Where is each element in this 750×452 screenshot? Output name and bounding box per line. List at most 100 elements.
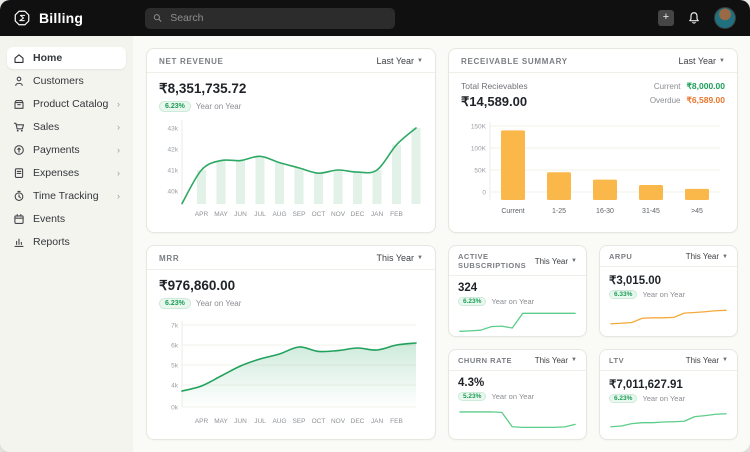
churn-rate-sparkline	[458, 403, 577, 433]
svg-text:NOV: NOV	[331, 418, 346, 425]
chevron-right-icon: ›	[117, 168, 120, 178]
sidebar-item-expenses[interactable]: Expenses ›	[7, 162, 126, 184]
sidebar-item-reports[interactable]: Reports	[7, 231, 126, 253]
change-badge: 5.23%	[458, 392, 486, 401]
search-icon	[153, 13, 162, 23]
notifications-bell-icon[interactable]	[687, 11, 701, 25]
app-logo[interactable]: Billing	[0, 9, 133, 27]
receivable-summary-card: RECEIVABLE SUMMARY Last Year ▼ Total Rec…	[448, 48, 738, 233]
chevron-right-icon: ›	[117, 99, 120, 109]
sidebar-item-events[interactable]: Events	[7, 208, 126, 230]
period-value: Last Year	[679, 56, 717, 66]
sidebar-item-label: Expenses	[33, 167, 79, 179]
svg-text:AUG: AUG	[272, 211, 286, 218]
svg-text:>45: >45	[691, 208, 703, 215]
svg-text:APR: APR	[195, 418, 209, 425]
change-label: Year on Year	[642, 394, 685, 403]
sidebar-item-label: Sales	[33, 121, 59, 133]
sidebar-item-customers[interactable]: Customers	[7, 70, 126, 92]
active-subscriptions-period-dropdown[interactable]: This Year ▼	[535, 257, 577, 266]
svg-text:43k: 43k	[168, 126, 179, 133]
card-title: NET REVENUE	[159, 57, 224, 66]
change-label: Year on Year	[491, 297, 534, 306]
svg-text:DEC: DEC	[351, 211, 365, 218]
arpu-period-dropdown[interactable]: This Year ▼	[686, 252, 728, 261]
svg-text:APR: APR	[195, 211, 209, 218]
card-title: ACTIVE SUBSCRIPTIONS	[458, 252, 535, 270]
payments-icon	[13, 144, 25, 156]
search-input[interactable]	[168, 11, 387, 25]
svg-text:31-45: 31-45	[642, 208, 660, 215]
svg-text:42k: 42k	[168, 147, 179, 154]
svg-text:MAY: MAY	[214, 211, 228, 218]
sidebar-nav: Home Customers Product Catalog › Sales ›…	[0, 36, 133, 452]
sidebar-item-home[interactable]: Home	[7, 47, 126, 69]
arpu-card: ARPU This Year ▼ ₹3,015.00 6.33% Year on…	[599, 245, 738, 337]
reports-icon	[13, 236, 25, 248]
svg-text:4k: 4k	[171, 383, 179, 390]
svg-text:JUN: JUN	[234, 418, 247, 425]
mrr-period-dropdown[interactable]: This Year ▼	[377, 253, 423, 263]
mrr-card: MRR This Year ▼ ₹976,860.00 6.23% Year o…	[146, 245, 436, 440]
receivable-period-dropdown[interactable]: Last Year ▼	[679, 56, 726, 66]
chevron-down-icon: ▼	[417, 58, 423, 64]
change-badge: 6.33%	[609, 290, 637, 299]
svg-text:JUN: JUN	[234, 211, 247, 218]
receivable-summary-chart: 150K100K50K0Current1-2516-3031-45>45	[460, 112, 726, 222]
chevron-right-icon: ›	[117, 145, 120, 155]
product-catalog-icon	[13, 98, 25, 110]
chevron-right-icon: ›	[117, 122, 120, 132]
net-revenue-chart: 43k42k41k40kAPRMAYJUNJULAUGSEPOCTNOVDECJ…	[158, 114, 424, 224]
period-value: This Year	[535, 257, 568, 266]
sidebar-item-label: Product Catalog	[33, 98, 108, 110]
churn-rate-card: CHURN RATE This Year ▼ 4.3% 5.23% Year o…	[448, 349, 587, 441]
ltv-period-dropdown[interactable]: This Year ▼	[686, 356, 728, 365]
svg-text:JAN: JAN	[371, 211, 384, 218]
net-revenue-period-dropdown[interactable]: Last Year ▼	[377, 56, 424, 66]
topbar-actions: +	[658, 7, 750, 29]
sidebar-item-payments[interactable]: Payments ›	[7, 139, 126, 161]
chevron-down-icon: ▼	[722, 254, 728, 260]
svg-text:FEB: FEB	[390, 418, 403, 425]
card-title: MRR	[159, 254, 179, 263]
churn-rate-period-dropdown[interactable]: This Year ▼	[535, 356, 577, 365]
search-bar[interactable]	[145, 8, 395, 29]
quick-add-button[interactable]: +	[658, 10, 674, 26]
events-calendar-icon	[13, 213, 25, 225]
current-value: ₹8,000.00	[687, 81, 726, 92]
chevron-down-icon: ▼	[722, 357, 728, 363]
time-tracking-icon	[13, 190, 25, 202]
svg-text:16-30: 16-30	[596, 208, 614, 215]
billing-logo-icon	[13, 9, 31, 27]
chevron-down-icon: ▼	[417, 255, 423, 261]
svg-text:7k: 7k	[171, 323, 179, 330]
period-value: This Year	[686, 252, 719, 261]
sidebar-item-product-catalog[interactable]: Product Catalog ›	[7, 93, 126, 115]
change-label: Year on Year	[491, 392, 534, 401]
user-avatar[interactable]	[714, 7, 736, 29]
chevron-down-icon: ▼	[719, 58, 725, 64]
home-icon	[13, 52, 25, 64]
card-title: ARPU	[609, 252, 632, 261]
svg-text:OCT: OCT	[312, 418, 326, 425]
svg-text:JUL: JUL	[254, 211, 266, 218]
period-value: This Year	[686, 356, 719, 365]
mrr-value: ₹976,860.00	[159, 278, 423, 294]
change-label: Year on Year	[642, 290, 685, 299]
chevron-down-icon: ▼	[571, 357, 577, 363]
current-label: Current	[650, 82, 681, 91]
sidebar-item-sales[interactable]: Sales ›	[7, 116, 126, 138]
sidebar-item-label: Time Tracking	[33, 190, 99, 202]
svg-text:AUG: AUG	[272, 418, 286, 425]
svg-text:50K: 50K	[474, 168, 486, 175]
card-title: CHURN RATE	[458, 356, 512, 365]
kpi-grid: ACTIVE SUBSCRIPTIONS This Year ▼ 324 6.2…	[448, 245, 738, 440]
period-value: This Year	[535, 356, 568, 365]
svg-text:6k: 6k	[171, 343, 179, 350]
ltv-value: ₹7,011,627.91	[609, 377, 728, 391]
dashboard-main: NET REVENUE Last Year ▼ ₹8,351,735.72 6.…	[133, 36, 750, 452]
sidebar-item-label: Payments	[33, 144, 80, 156]
sidebar-item-time-tracking[interactable]: Time Tracking ›	[7, 185, 126, 207]
period-value: This Year	[377, 253, 415, 263]
net-revenue-value: ₹8,351,735.72	[159, 81, 423, 97]
